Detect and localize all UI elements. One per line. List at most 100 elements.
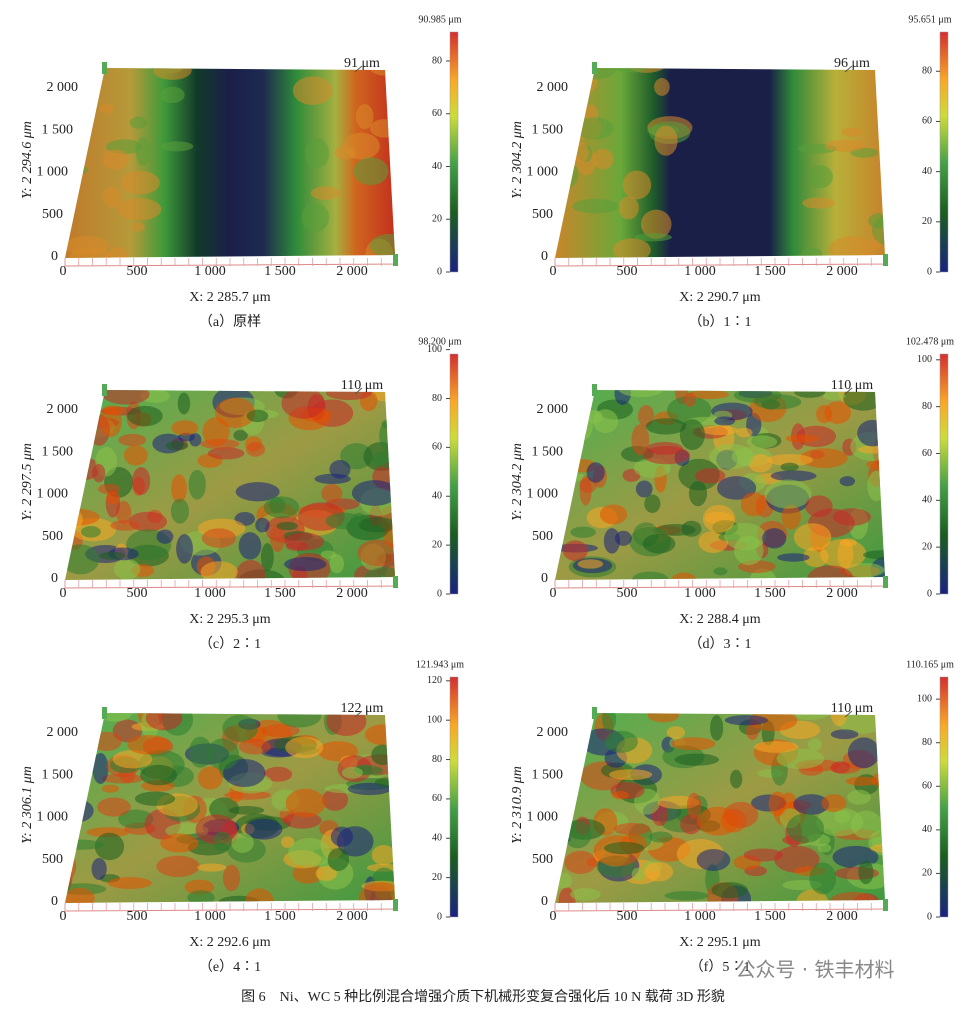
panel: Y: 2 304.2 μm 0 500 1 000 1 500 2 000 0 500 1 00… <box>510 14 952 330</box>
surface-feature <box>839 476 856 487</box>
surface-feature <box>781 504 801 530</box>
surface-feature <box>99 551 126 560</box>
corner-marker <box>592 707 597 719</box>
surface-feature <box>342 132 380 160</box>
x-tick-label: 0 <box>550 264 557 279</box>
surface-feature <box>586 462 605 483</box>
colorbar-tick-label: 60 <box>432 793 442 804</box>
x-tick-label: 1 500 <box>754 264 786 279</box>
surface-feature <box>310 186 341 201</box>
colorbar-tick-label: 20 <box>922 216 932 227</box>
surface-feature <box>793 794 830 815</box>
x-tick-label: 0 <box>550 586 557 601</box>
surface-texture <box>555 713 885 903</box>
x-tick-label: 2 000 <box>336 586 368 601</box>
surface-feature <box>794 390 826 398</box>
surface-feature <box>212 831 232 852</box>
x-axis-label: X: 2 295.1 μm <box>679 935 761 950</box>
colorbar-tick-label: 60 <box>922 116 932 127</box>
surface-feature <box>820 539 867 569</box>
surface-feature <box>697 806 739 836</box>
surface-feature <box>634 233 672 242</box>
x-tick-label: 0 <box>60 909 67 924</box>
surface-feature <box>749 713 798 732</box>
y-axis-label: Y: 2 294.6 μm <box>20 121 35 199</box>
surface-feature <box>156 529 174 544</box>
colorbar-tick-label: 60 <box>432 108 442 119</box>
surface-feature <box>807 737 822 752</box>
surface-feature <box>65 418 70 435</box>
surface-feature <box>809 862 837 895</box>
surface-feature <box>845 776 879 786</box>
surface-feature <box>76 73 100 83</box>
surface-feature <box>269 497 286 514</box>
surface-feature <box>123 445 148 466</box>
colorbar-tick-label: 100 <box>427 714 442 725</box>
surface-feature <box>65 390 104 398</box>
surface-feature <box>288 838 331 868</box>
surface-feature <box>824 401 851 424</box>
surface-feature <box>171 420 199 436</box>
surface-feature <box>647 713 680 723</box>
y-tick-label: 500 <box>532 852 553 867</box>
surface-feature <box>555 834 572 844</box>
surface-feature <box>301 202 330 233</box>
colorbar-tick-label: 80 <box>922 401 932 412</box>
surface-feature <box>358 517 395 533</box>
surface-feature <box>833 809 851 824</box>
surface-feature <box>206 738 240 770</box>
surface-feature <box>160 86 185 104</box>
surface-feature <box>612 238 651 258</box>
surface-feature <box>730 769 743 789</box>
x-tick-label: 500 <box>617 586 638 601</box>
surface-feature <box>716 476 757 500</box>
surface-feature <box>870 843 885 854</box>
x-tick-label: 1 500 <box>754 586 786 601</box>
surface-feature <box>837 713 885 734</box>
surface-feature <box>847 789 871 805</box>
surface-feature <box>857 445 885 454</box>
surface-feature <box>276 521 298 531</box>
y-tick-label: 1 500 <box>42 767 74 782</box>
surface-feature <box>858 860 874 885</box>
surface-feature <box>573 142 589 163</box>
y-tick-label: 0 <box>51 894 58 909</box>
surface-feature <box>786 813 825 844</box>
surface-feature <box>165 440 189 451</box>
y-tick-label: 1 500 <box>532 122 564 137</box>
surface-feature <box>99 406 122 437</box>
colorbar-tick-label: 40 <box>432 161 442 172</box>
surface-feature <box>246 441 266 457</box>
surface-feature <box>764 479 812 509</box>
surface-feature <box>830 729 859 740</box>
height-leader <box>844 710 853 718</box>
surface-feature <box>645 418 686 435</box>
surface-feature <box>821 794 847 813</box>
x-axis-label: X: 2 285.7 μm <box>189 290 271 305</box>
surface-feature <box>631 867 646 881</box>
corner-marker <box>393 899 398 911</box>
surface-feature <box>235 482 280 502</box>
surface-feature <box>280 836 295 848</box>
y-tick-label: 1 500 <box>532 767 564 782</box>
surface-feature <box>65 544 100 575</box>
surface-feature <box>857 419 885 447</box>
surface-feature <box>702 504 736 533</box>
surface-feature <box>805 495 833 518</box>
surface-feature <box>102 186 123 208</box>
surface-feature <box>145 713 183 731</box>
surface-feature <box>850 810 883 839</box>
surface-feature <box>188 469 206 500</box>
surface-feature <box>603 841 645 855</box>
surface-feature <box>233 429 248 441</box>
panel: Y: 2 310.9 μm 0 500 1 000 1 500 2 000 0 500 1 00… <box>510 659 954 975</box>
surface-feature <box>713 567 728 576</box>
surface-feature <box>785 434 820 443</box>
height-label: 110 μm <box>341 378 383 393</box>
surface-feature <box>177 392 191 415</box>
figure-caption: 图 6 Ni、WC 5 种比例混合增强介质下机械形变复合强化后 10 N 载荷 … <box>241 988 725 1005</box>
surface-feature <box>120 170 160 195</box>
surface-feature <box>81 715 98 726</box>
surface-feature <box>733 390 782 403</box>
x-tick-label: 1 500 <box>264 264 296 279</box>
